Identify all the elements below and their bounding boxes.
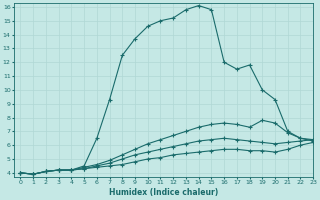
X-axis label: Humidex (Indice chaleur): Humidex (Indice chaleur) (109, 188, 218, 197)
